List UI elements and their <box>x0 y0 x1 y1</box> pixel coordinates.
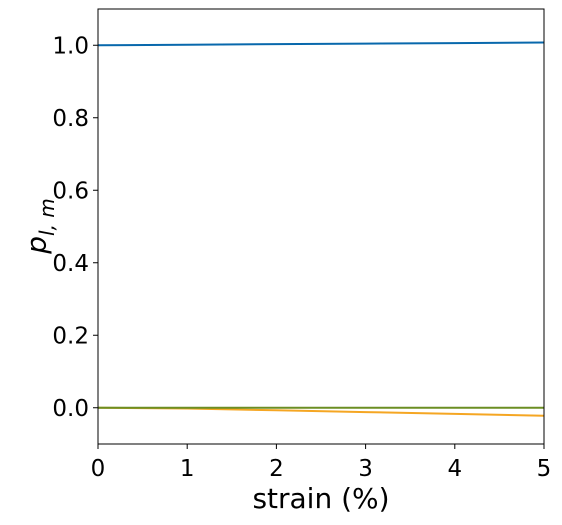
y-tick-label: 0.2 <box>52 323 89 349</box>
y-tick-label: 0.6 <box>52 178 89 204</box>
series-layer <box>97 41 545 417</box>
y-tick-label: 0.4 <box>52 251 89 277</box>
x-axis-label: strain (%) <box>252 482 389 515</box>
x-tick-label: 1 <box>180 456 195 482</box>
x-tick-label: 5 <box>537 456 552 482</box>
series-line-1 <box>97 41 545 47</box>
y-axis: 0.0 0.2 0.4 0.6 0.8 1.0 <box>52 33 98 422</box>
plot-frame <box>97 8 545 445</box>
plot-background <box>98 9 544 444</box>
y-axis-label-subscript: l, m <box>35 198 59 236</box>
x-axis: 0 1 2 3 4 5 <box>91 444 552 482</box>
y-axis-label-main: p <box>20 236 53 255</box>
y-axis-label: pl, m <box>20 198 59 255</box>
y-tick-label: 0.0 <box>52 396 89 422</box>
y-tick-label: 1.0 <box>52 33 89 59</box>
x-tick-label: 3 <box>358 456 373 482</box>
y-tick-label: 0.8 <box>52 106 89 132</box>
x-tick-label: 0 <box>91 456 106 482</box>
x-tick-label: 4 <box>447 456 462 482</box>
x-tick-label: 2 <box>269 456 284 482</box>
